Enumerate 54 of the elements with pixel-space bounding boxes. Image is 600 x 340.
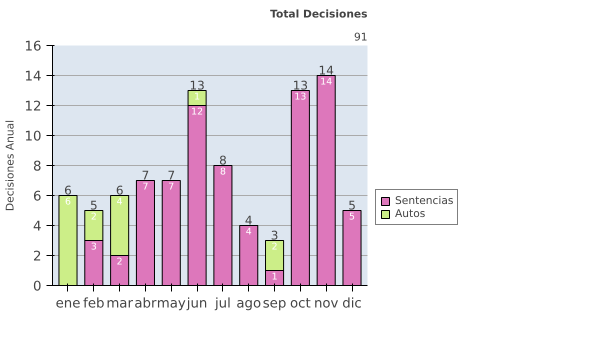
y-tick-label: 16 xyxy=(24,40,42,54)
total-label: 3 xyxy=(270,228,278,242)
x-tick-label: sep xyxy=(262,296,286,312)
data-label: 4 xyxy=(116,196,123,208)
total-label: 7 xyxy=(167,168,176,182)
y-tick-label: 0 xyxy=(33,280,42,294)
total-label: 5 xyxy=(90,198,98,212)
text: Total Decisiones xyxy=(270,8,368,20)
total-label: 4 xyxy=(244,214,253,228)
y-tick-label: 6 xyxy=(33,190,42,204)
data-label: 12 xyxy=(191,106,204,118)
data-label: 14 xyxy=(320,76,332,88)
x-tick-label: dic xyxy=(342,296,362,312)
x-tick-label: nov xyxy=(314,296,339,312)
text: 91 xyxy=(354,30,368,44)
total-label: 14 xyxy=(318,64,334,78)
y-tick-label: 4 xyxy=(33,220,42,234)
data-label: 1 xyxy=(194,92,200,102)
y-axis-title: Decisiones Anual xyxy=(4,120,17,212)
data-label: 2 xyxy=(116,256,123,268)
y-tick-label: 14 xyxy=(24,70,42,84)
legend-label: Sentencias xyxy=(395,194,454,207)
data-label: 7 xyxy=(142,182,148,192)
data-label: 7 xyxy=(168,182,174,192)
total-label: 13 xyxy=(292,78,308,92)
x-tick-label: ene xyxy=(56,296,80,312)
total-label: 6 xyxy=(116,184,124,198)
y-tick-label: 10 xyxy=(24,130,42,144)
total-label: 8 xyxy=(219,154,227,168)
total-label: 13 xyxy=(189,78,205,92)
x-tick-label: may xyxy=(156,296,186,312)
x-tick-label: jul xyxy=(214,296,231,312)
data-label: 2 xyxy=(90,212,97,222)
y-tick-label: 2 xyxy=(33,250,42,264)
x-tick-label: jun xyxy=(186,296,208,312)
total-label: 6 xyxy=(64,184,72,198)
legend-label: Autos xyxy=(395,207,426,220)
x-tick-label: ago xyxy=(236,296,262,312)
data-label: 2 xyxy=(272,242,278,252)
data-label: 1 xyxy=(272,272,278,282)
data-label: 3 xyxy=(90,242,97,252)
data-label: 4 xyxy=(246,226,252,238)
total-label: 7 xyxy=(142,168,150,182)
x-tick-label: oct xyxy=(290,296,311,312)
x-tick-label: mar xyxy=(106,296,134,312)
total-label: 5 xyxy=(348,198,356,212)
data-label: 5 xyxy=(349,212,356,222)
x-tick-label: feb xyxy=(83,296,104,312)
data-label: 8 xyxy=(220,166,226,178)
data-label: 6 xyxy=(65,196,72,208)
data-label: 13 xyxy=(294,92,306,102)
x-tick-label: abr xyxy=(134,296,158,312)
y-tick-label: 8 xyxy=(33,160,42,174)
y-tick-label: 12 xyxy=(24,100,42,114)
